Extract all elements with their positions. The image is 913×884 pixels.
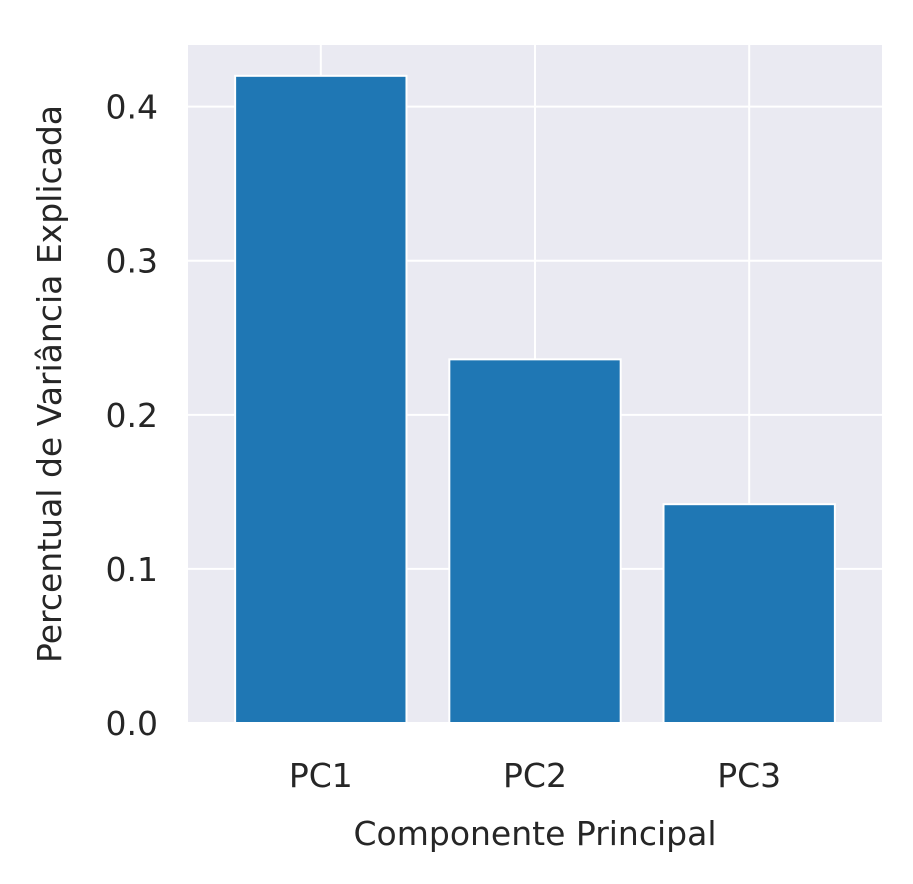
bar-pc1 xyxy=(234,74,408,725)
y-axis-ticks: 0.0 0.1 0.2 0.3 0.4 xyxy=(106,88,158,743)
x-tick-label: PC3 xyxy=(717,756,781,795)
x-axis-label: Componente Principal xyxy=(354,814,717,853)
y-tick-label: 0.1 xyxy=(106,550,158,589)
x-axis-ticks: PC1 PC2 PC3 xyxy=(289,756,781,795)
x-tick-label: PC1 xyxy=(289,756,353,795)
y-tick-label: 0.3 xyxy=(106,242,158,281)
x-tick-label: PC2 xyxy=(503,756,567,795)
bar-pc3 xyxy=(662,503,836,725)
y-tick-label: 0.4 xyxy=(106,88,158,127)
bars xyxy=(234,74,836,725)
y-axis-label: Percentual de Variância Explicada xyxy=(30,105,69,663)
y-tick-label: 0.0 xyxy=(106,704,158,743)
bar-pc2 xyxy=(448,358,622,724)
y-tick-label: 0.2 xyxy=(106,396,158,435)
